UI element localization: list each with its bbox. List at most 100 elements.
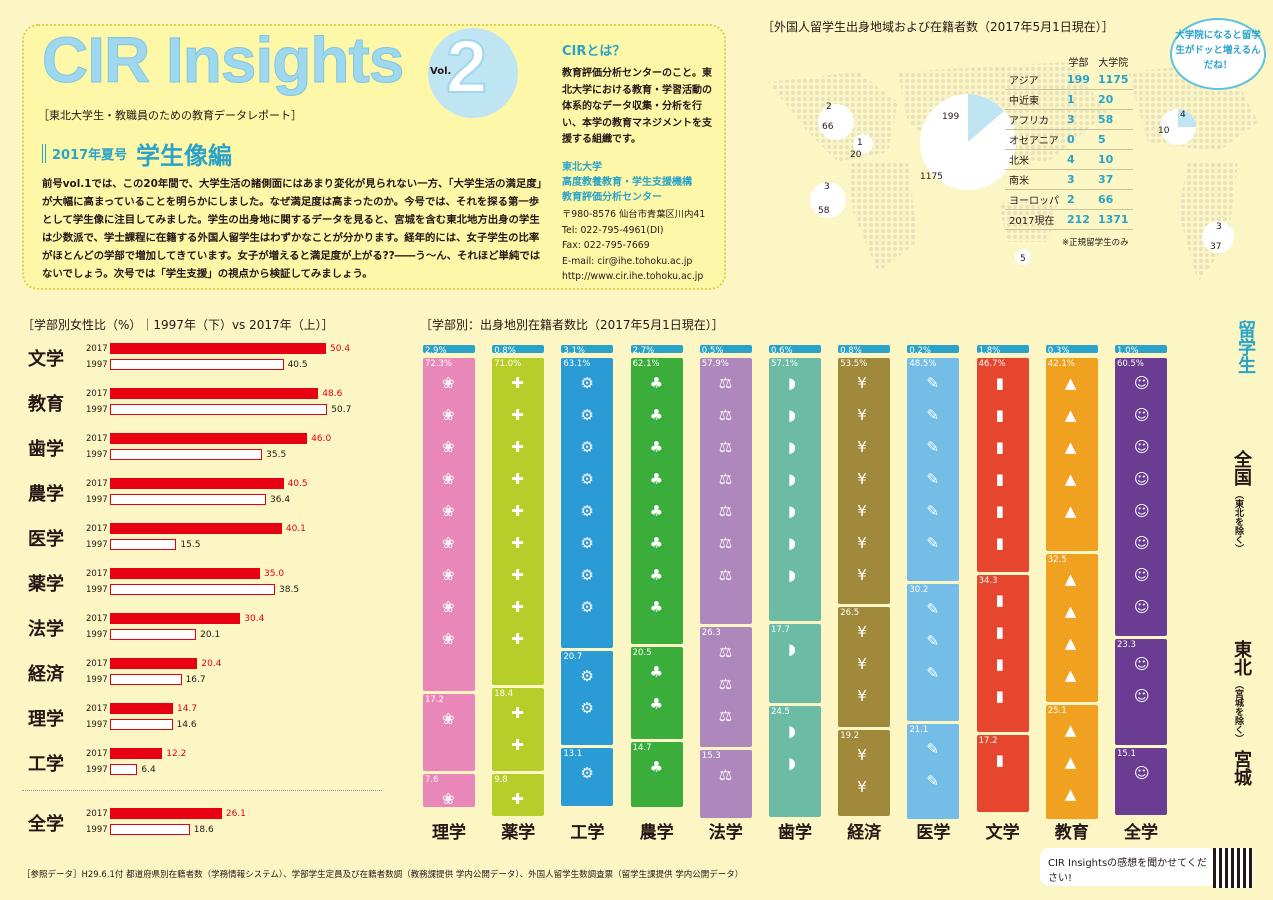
data-label: 30.4 <box>244 614 265 624</box>
table-cell-region: ヨーロッパ <box>1005 189 1063 210</box>
map-title: ［外国人留学生出身地域および在籍者数（2017年5月1日現在）］ <box>762 20 1114 34</box>
faculty-icon: ☺ <box>1134 534 1150 552</box>
table-cell-gakubu: 3 <box>1063 169 1094 190</box>
stack-segment <box>907 345 960 353</box>
faculty-icon: ▲ <box>1064 502 1077 520</box>
data-label: 38.5 <box>279 585 300 595</box>
qr-code-icon[interactable] <box>1213 848 1253 888</box>
bar-1997 <box>110 629 197 640</box>
org-line: 東北大学 <box>562 162 602 173</box>
category-label: 理学 <box>432 823 466 843</box>
faculty-icon: ¥ <box>857 778 867 796</box>
category-label: 農学 <box>639 823 674 843</box>
table-cell-daigakuin: 58 <box>1093 109 1133 130</box>
data-label: 14.7 <box>177 704 198 714</box>
faculty-icon: ❀ <box>442 710 455 729</box>
data-label: 20.7 <box>563 652 583 663</box>
data-label: 26.3 <box>701 628 721 639</box>
faculty-icon: ¥ <box>857 406 867 424</box>
faculty-icon: ⚖ <box>718 566 733 584</box>
faculty-icon: ◗ <box>788 753 796 772</box>
table-cell-region: オセアニア <box>1005 129 1063 150</box>
data-label: 1.0% <box>1117 346 1139 356</box>
table-header: 大学院 <box>1098 57 1129 69</box>
table-cell-daigakuin: 20 <box>1093 89 1133 110</box>
data-label: 19.2 <box>840 731 860 741</box>
faculty-icon: ✚ <box>511 534 524 552</box>
stack-segment <box>561 358 614 649</box>
map-label: 2 <box>826 102 832 112</box>
faculty-icon: ☺ <box>1134 655 1150 674</box>
faculty-icon: ♣ <box>649 374 664 392</box>
data-label: 1.8% <box>978 346 1001 356</box>
faculty-icon: ✚ <box>511 736 524 755</box>
faculty-icon: ✚ <box>511 374 524 392</box>
data-label: 20.4 <box>201 659 222 669</box>
faculty-icon: ✚ <box>511 598 524 616</box>
faculty-icon: ▲ <box>1064 752 1077 771</box>
data-label: 2.9% <box>425 346 447 356</box>
year-label: 2017 <box>86 749 108 759</box>
data-label: 46.7% <box>978 359 1006 369</box>
map-label: 66 <box>822 122 834 132</box>
survey-link[interactable]: CIR Insightsの感想を聞かせてください! <box>1040 848 1216 886</box>
table-row: ヨーロッパ 2 66 <box>1005 189 1133 210</box>
faculty-icon: ⚖ <box>718 502 733 520</box>
oceania-pie <box>1015 249 1031 265</box>
year-label: 2017 <box>86 434 108 444</box>
year-label: 2017 <box>86 524 108 534</box>
data-label: 0.3% <box>1047 346 1070 356</box>
table-row: 中近東 1 20 <box>1005 89 1133 110</box>
data-label: 50.4 <box>330 344 351 354</box>
faculty-icon: ✎ <box>926 502 939 520</box>
faculty-icon: ◗ <box>788 502 796 520</box>
contact-info: 〒980-8576 仙台市青葉区川内41 Tel: 022-795-4961(D… <box>562 207 705 285</box>
table-cell-gakubu: 0 <box>1063 129 1094 150</box>
legend-miyagi: 宮城 <box>1231 750 1252 786</box>
faculty-icon: ♣ <box>649 406 664 424</box>
bar-2017 <box>110 703 173 714</box>
stack-segment <box>423 694 475 772</box>
faculty-icon: ❀ <box>442 534 455 552</box>
bar-1997 <box>110 494 266 505</box>
website-link[interactable]: http://www.cir.ihe.tohoku.ac.jp <box>562 271 704 282</box>
data-label: 63.1% <box>563 359 591 369</box>
legend-zenkoku: 全国 <box>1231 450 1252 486</box>
data-label: 26.1 <box>225 809 246 819</box>
year-label: 2017 <box>86 704 108 714</box>
email-link[interactable]: E-mail: cir@ihe.tohoku.ac.jp <box>562 255 693 267</box>
faculty-icon: ¥ <box>857 374 867 392</box>
map-label: 1 <box>857 138 863 148</box>
bar-1997 <box>110 719 173 730</box>
table-cell-region: 南米 <box>1005 169 1063 190</box>
header-panel <box>22 24 726 290</box>
stack-segment <box>630 646 683 740</box>
faculty-icon: ▮ <box>995 470 1004 488</box>
table-row: アフリカ 3 58 <box>1005 109 1133 130</box>
year-label: 2017 <box>86 344 108 354</box>
faculty-icon: ◗ <box>788 534 796 552</box>
samerica-pie <box>1202 221 1234 253</box>
category-label: 経済 <box>847 823 882 843</box>
data-label: 72.3% <box>425 359 453 369</box>
year-label: 1997 <box>86 765 108 775</box>
category-label: 経済 <box>28 664 64 685</box>
faculty-icon: ✎ <box>926 406 939 424</box>
faculty-icon: ♣ <box>649 566 664 584</box>
faculty-icon: ✎ <box>926 534 939 552</box>
faculty-icon: ⚖ <box>718 470 733 488</box>
faculty-icon: ♣ <box>649 694 664 713</box>
table-cell-daigakuin: 66 <box>1093 189 1133 210</box>
faculty-icon: ⚖ <box>718 675 733 694</box>
origin-ratio-chart-title: ［学部別：出身地別在籍者数比（2017年5月1日現在）］ <box>420 318 724 332</box>
faculty-icon: ¥ <box>857 502 867 520</box>
year-label: 2017 <box>86 389 108 399</box>
data-label: 48.5% <box>909 359 937 369</box>
vol-badge-icon <box>428 28 518 118</box>
category-label: 歯学 <box>28 439 64 460</box>
stack-segment <box>699 749 752 818</box>
data-label: 15.3 <box>701 750 721 761</box>
category-label: 法学 <box>708 823 743 843</box>
stack-segment <box>1045 553 1098 702</box>
category-label: 全学 <box>28 814 64 835</box>
